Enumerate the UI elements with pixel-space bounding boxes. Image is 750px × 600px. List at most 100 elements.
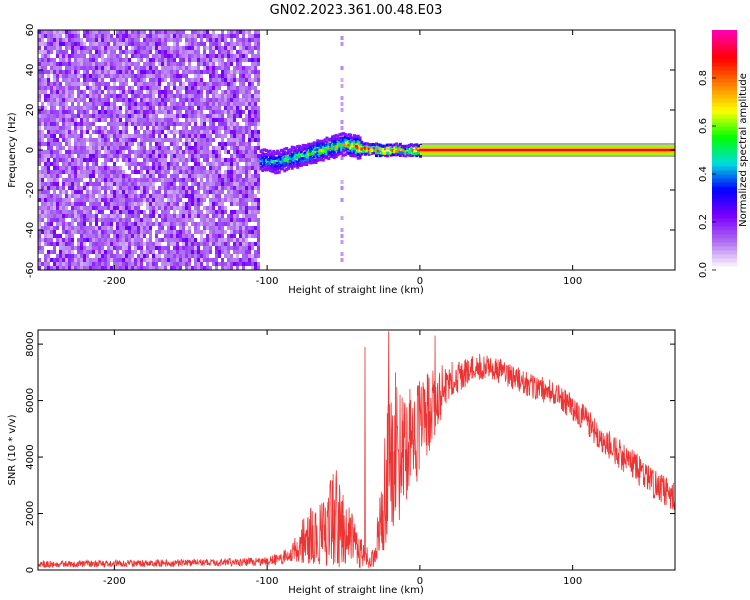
spectrogram-cell (336, 134, 340, 138)
spectrogram-cell (53, 210, 56, 214)
spectrogram-cell (242, 234, 245, 238)
spectrogram-cell (56, 74, 59, 78)
spectrogram-cell (92, 198, 95, 202)
spectrogram-cell (254, 106, 257, 110)
spectrogram-cell (98, 250, 101, 254)
spectrogram-cell (146, 42, 149, 46)
spectrogram-cell (209, 102, 212, 106)
spectrogram-cell (188, 110, 191, 114)
spectrogram-cell (257, 90, 260, 94)
spectrogram-cell (356, 148, 360, 152)
spectrogram-cell (179, 178, 182, 182)
spectrogram-cell (257, 206, 260, 210)
spectrogram-cell (254, 98, 257, 102)
spectrogram-cell (140, 30, 143, 34)
spectrogram-cell (239, 262, 242, 266)
spectrogram-cell (131, 178, 134, 182)
spectrogram-cell (47, 30, 50, 34)
spectrogram-cell (224, 186, 227, 190)
spectrogram-cell (173, 102, 176, 106)
spectrogram-cell (140, 82, 143, 86)
spectrogram-cell (173, 214, 176, 218)
spectrogram-cell (101, 258, 104, 262)
spectrogram-cell (254, 70, 257, 74)
spectrogram-cell (323, 138, 327, 142)
spectrogram-cell (218, 54, 221, 58)
spectrogram-cell (230, 134, 233, 138)
spectrogram-cell (272, 156, 276, 160)
spectrogram-cell (194, 126, 197, 130)
spectrogram-cell (320, 143, 323, 147)
spectrogram-cell (200, 82, 203, 86)
spectrogram-cell (218, 178, 221, 182)
spectrogram-cell (86, 226, 89, 230)
spectrogram-cell (209, 154, 212, 158)
spectrogram-cell (233, 226, 236, 230)
spectrogram-cell (386, 151, 389, 155)
spectrogram-cell (290, 164, 294, 168)
spectrogram-cell (257, 162, 260, 166)
spectrogram-cell (107, 246, 110, 250)
spectrogram-cell (104, 82, 107, 86)
spectrogram-cell (209, 86, 212, 90)
spectrogram-cell (203, 30, 206, 34)
spectrogram-cell (230, 162, 233, 166)
spectrogram-cell (62, 30, 65, 34)
spectrogram-cell (212, 214, 215, 218)
spectrogram-cell (197, 90, 200, 94)
spectrogram-cell (161, 110, 164, 114)
spectrogram-cell (334, 155, 338, 159)
spectrogram-cell (200, 170, 203, 174)
spectrogram-cell (68, 66, 71, 70)
spectrogram-cell (125, 114, 128, 118)
spectrogram-cell (80, 170, 83, 174)
spectrogram-cell (179, 186, 182, 190)
spectrogram-cell (104, 190, 107, 194)
spectrogram-cell (248, 150, 251, 154)
spectrogram-cell (59, 142, 62, 146)
spectrogram-cell (236, 254, 239, 258)
spectrogram-cell (128, 114, 131, 118)
spectrogram-cell (146, 38, 149, 42)
spectrogram-cell (209, 58, 212, 62)
spectrogram-cell (77, 262, 80, 266)
spectrogram-cell (245, 46, 248, 50)
spectrogram-cell (86, 114, 89, 118)
spectrogram-cell (342, 149, 345, 153)
spectrogram-cell (143, 82, 146, 86)
spectrogram-cell (104, 134, 107, 138)
spectrogram-cell (71, 210, 74, 214)
spectrogram-cell (340, 108, 344, 112)
spectrogram-cell (128, 234, 131, 238)
spectrogram-cell (80, 126, 83, 130)
spectrogram-cell (98, 42, 101, 46)
spectrogram-cell (128, 62, 131, 66)
spectrogram-cell (200, 122, 203, 126)
spectrogram-cell (285, 151, 289, 155)
spectrogram-cell (56, 98, 59, 102)
spectrogram-cell (239, 142, 242, 146)
spectrogram-cell (65, 78, 68, 82)
spectrogram-cell (257, 250, 260, 254)
spectrogram-cell (191, 166, 194, 170)
spectrogram-cell (68, 130, 71, 134)
spectrogram-cell (62, 210, 65, 214)
spectrogram-cell (200, 162, 203, 166)
spectrogram-cell (107, 42, 110, 46)
spectrogram-cell (167, 126, 170, 130)
spectrogram-cell (143, 38, 146, 42)
spectrogram-cell (116, 122, 119, 126)
spectrogram-cell (53, 178, 56, 182)
spectrogram-cell (68, 134, 71, 138)
spectrogram-cell (131, 38, 134, 42)
spectrogram-cell (411, 144, 415, 147)
spectrogram-cell (257, 142, 260, 146)
spectrogram-cell (397, 152, 400, 156)
spectrogram-cell (251, 178, 254, 182)
spectrogram-cell (206, 266, 209, 270)
spectrogram-cell (44, 174, 47, 178)
spectrogram-cell (251, 246, 254, 250)
spectrogram-cell (110, 146, 113, 150)
spectrogram-cell (68, 194, 71, 198)
spectrogram-cell (146, 202, 149, 206)
